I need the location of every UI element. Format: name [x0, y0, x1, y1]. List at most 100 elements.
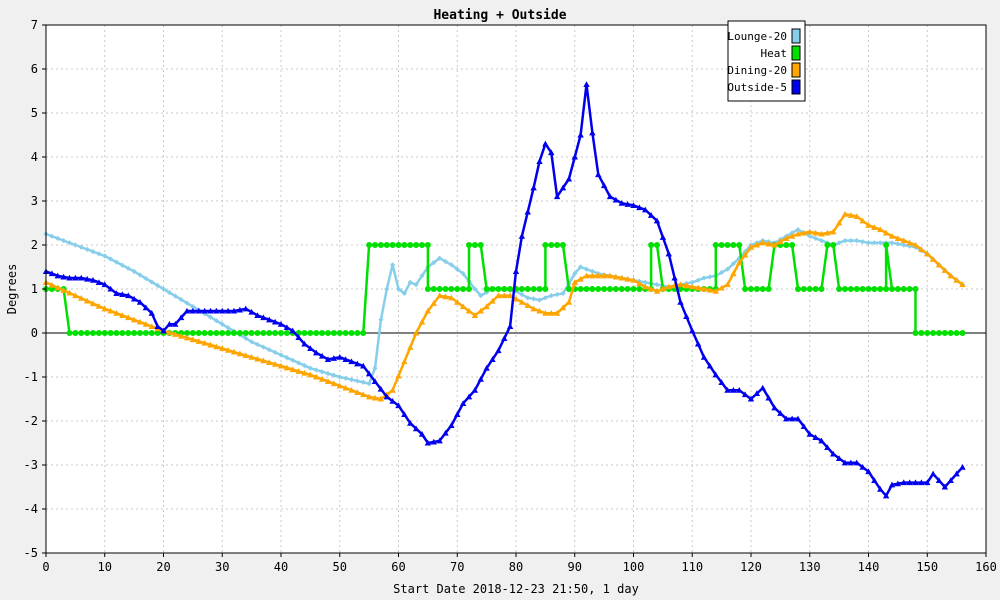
- data-point: [565, 286, 572, 292]
- data-point: [719, 269, 725, 276]
- data-point: [753, 390, 761, 397]
- data-point: [777, 238, 784, 245]
- data-point: [142, 330, 149, 336]
- data-point: [260, 357, 267, 364]
- legend-label: Heat: [761, 47, 788, 60]
- data-point: [818, 230, 825, 237]
- data-point: [730, 242, 737, 248]
- data-point: [95, 330, 102, 336]
- data-point: [906, 479, 913, 486]
- data-point: [800, 423, 808, 430]
- data-point: [401, 358, 408, 365]
- data-point: [137, 330, 143, 336]
- data-point: [183, 334, 191, 341]
- chart-title: Heating + Outside: [433, 8, 566, 23]
- data-point: [166, 321, 173, 327]
- data-point: [166, 289, 172, 296]
- data-point: [525, 295, 531, 301]
- data-point: [900, 237, 907, 244]
- data-point: [66, 240, 73, 246]
- data-point: [130, 316, 138, 323]
- legend-label: Dining-20: [727, 64, 787, 77]
- data-point: [395, 286, 402, 292]
- data-point: [807, 233, 813, 239]
- data-point: [184, 300, 190, 306]
- data-point: [266, 347, 272, 353]
- data-point: [759, 239, 766, 246]
- data-point: [847, 459, 855, 466]
- data-point: [119, 312, 126, 318]
- data-point: [618, 200, 625, 206]
- data-point: [777, 410, 784, 416]
- data-point: [536, 307, 543, 314]
- data-point: [219, 321, 225, 327]
- data-point: [747, 244, 755, 250]
- data-point: [319, 369, 325, 375]
- data-point: [348, 387, 355, 393]
- data-point: [842, 238, 848, 244]
- x-tick-label: 100: [623, 560, 645, 574]
- data-point: [912, 330, 919, 336]
- y-tick-label: 7: [31, 18, 38, 32]
- data-point: [518, 286, 525, 292]
- data-point: [959, 330, 966, 336]
- data-point: [695, 277, 701, 283]
- data-point: [583, 81, 590, 87]
- data-point: [783, 242, 790, 248]
- data-point: [266, 359, 273, 366]
- data-point: [207, 307, 214, 314]
- data-point: [747, 395, 755, 402]
- data-point: [389, 242, 396, 248]
- data-point: [542, 286, 549, 292]
- data-point: [313, 373, 320, 380]
- data-point: [848, 238, 854, 244]
- data-point: [360, 330, 367, 336]
- data-point: [354, 330, 361, 336]
- data-point: [860, 239, 866, 245]
- data-point: [424, 439, 432, 446]
- data-point: [313, 330, 320, 336]
- data-point: [448, 286, 455, 292]
- data-point: [853, 213, 860, 219]
- data-point: [78, 330, 85, 336]
- data-point: [706, 362, 714, 369]
- data-point: [136, 318, 144, 325]
- data-point: [595, 171, 602, 178]
- data-point: [336, 354, 343, 360]
- data-point: [677, 281, 684, 288]
- data-point: [471, 242, 478, 248]
- data-point: [689, 327, 696, 334]
- data-point: [900, 286, 907, 292]
- series-3: [42, 81, 966, 499]
- data-point: [419, 273, 425, 279]
- data-point: [155, 282, 161, 289]
- data-point: [612, 286, 619, 292]
- data-point: [290, 357, 296, 363]
- y-tick-label: 3: [31, 194, 38, 208]
- data-point: [824, 444, 831, 450]
- x-tick-label: 140: [858, 560, 880, 574]
- data-point: [477, 307, 484, 314]
- data-point: [113, 290, 120, 296]
- data-point: [601, 286, 608, 292]
- data-point: [84, 246, 90, 252]
- data-point: [730, 387, 737, 393]
- data-point: [325, 330, 331, 336]
- data-point: [477, 242, 484, 248]
- data-point: [677, 299, 684, 305]
- data-point: [495, 292, 502, 299]
- data-point: [430, 438, 437, 445]
- data-point: [530, 305, 537, 312]
- data-point: [318, 352, 326, 359]
- data-point: [741, 251, 749, 258]
- data-point: [830, 242, 837, 248]
- data-point: [283, 330, 290, 336]
- data-point: [959, 281, 966, 288]
- data-point: [524, 302, 531, 309]
- data-point: [812, 229, 819, 236]
- data-point: [548, 242, 555, 248]
- data-point: [307, 330, 314, 336]
- data-point: [853, 459, 860, 466]
- data-point: [78, 295, 85, 301]
- data-point: [242, 352, 249, 358]
